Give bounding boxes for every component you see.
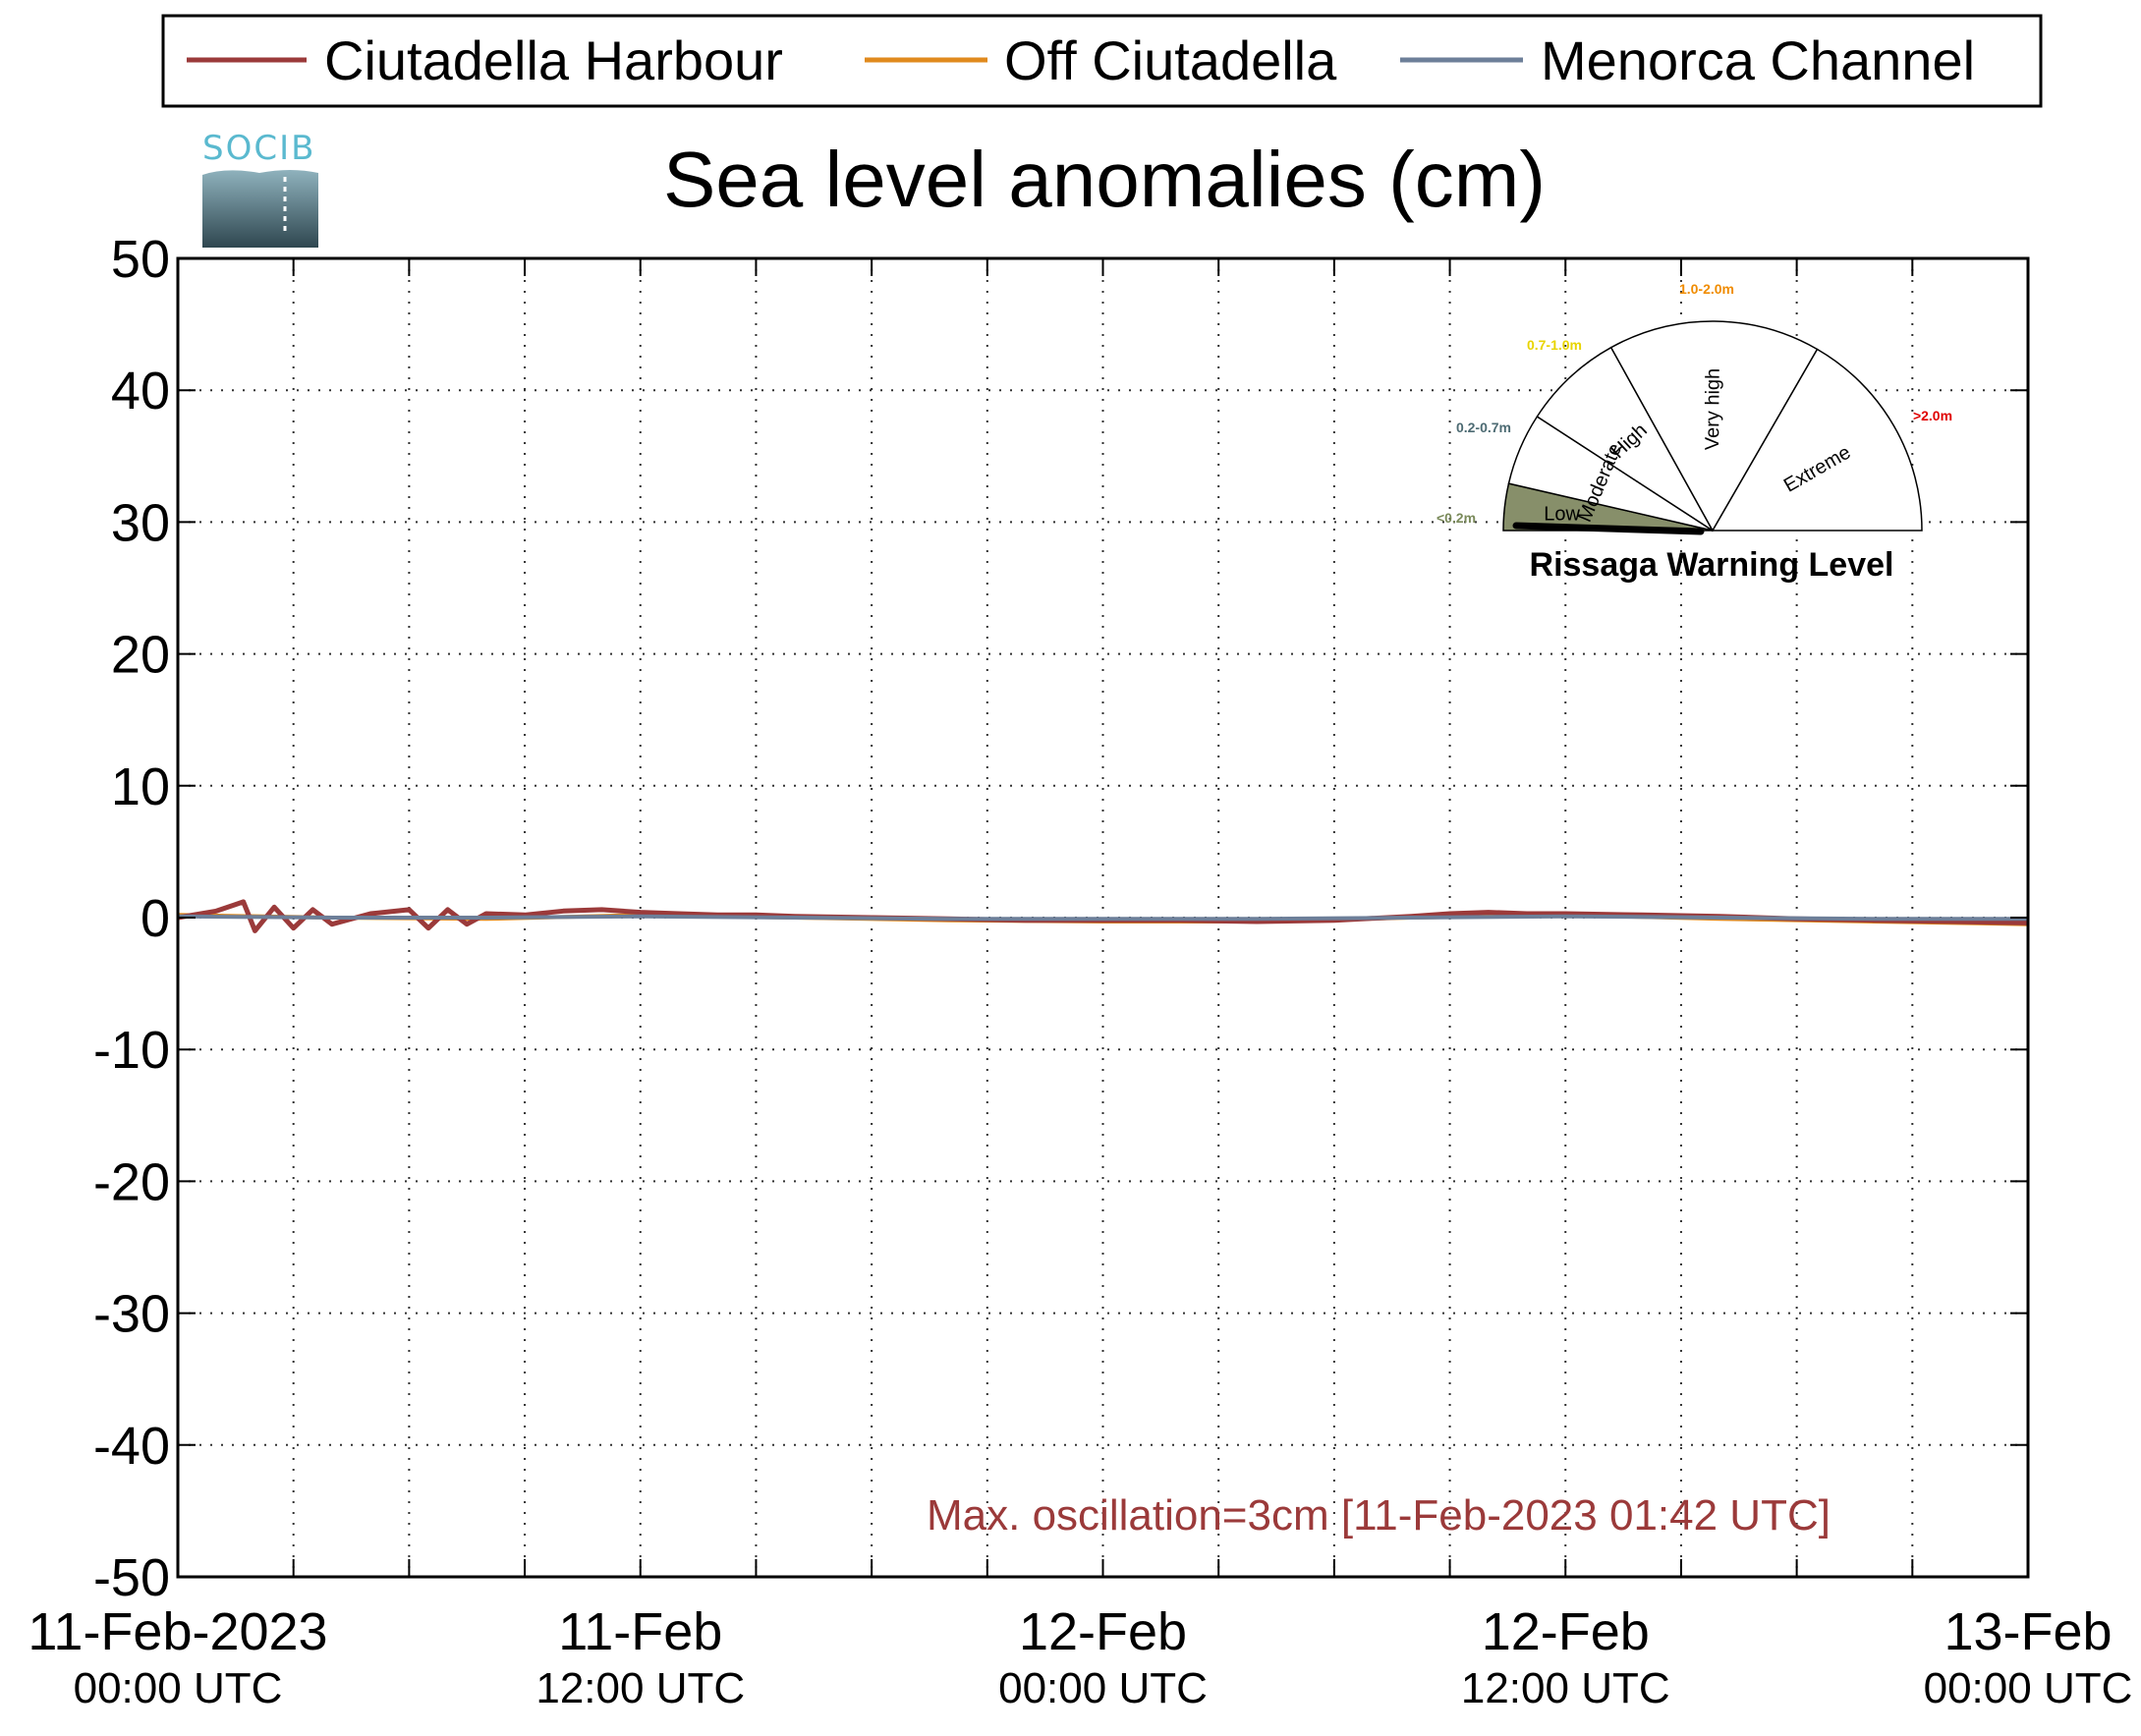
x-tick-date-label: 12-Feb — [1019, 1602, 1187, 1661]
legend: Ciutadella Harbour Off Ciutadella Menorc… — [161, 14, 2043, 108]
gauge-sector-very-high — [1609, 320, 1819, 532]
gauge-label-low: Low — [1544, 503, 1580, 525]
gauge-sector-high — [1536, 346, 1714, 532]
x-tick-time-label: 00:00 UTC — [998, 1664, 1208, 1712]
legend-box — [161, 14, 2043, 108]
y-axis: 50 40 30 20 10 0 -10 -20 -30 -40 -50 — [93, 230, 170, 1607]
y-tick-label: -30 — [93, 1285, 170, 1344]
legend-label-off-ciutadella: Off Ciutadella — [1004, 29, 1337, 91]
series-line-menorca-channel — [177, 914, 2028, 922]
y-tick-label: -20 — [93, 1152, 170, 1211]
y-tick-label: 50 — [111, 230, 170, 289]
x-tick-date-label: 11-Feb — [558, 1602, 722, 1661]
logo-wave-shape — [202, 170, 318, 248]
y-tick-label: -50 — [93, 1548, 170, 1607]
gauge-range-moderate: 0.2-0.7m — [1456, 420, 1511, 435]
socib-logo: SOCIB — [202, 129, 318, 248]
max-oscillation-annotation: Max. oscillation=3cm [11-Feb-2023 01:42 … — [927, 1491, 1831, 1540]
y-tick-label: -40 — [93, 1417, 170, 1476]
gauge-needle — [1512, 522, 1705, 535]
y-tick-label: 30 — [111, 493, 170, 552]
x-tick-date-label: 11-Feb-2023 — [28, 1602, 327, 1661]
y-tick-label: 10 — [111, 757, 170, 816]
x-tick-time-label: 12:00 UTC — [535, 1664, 745, 1712]
legend-label-ciutadella-harbour: Ciutadella Harbour — [324, 29, 783, 91]
gauge-title: Rissaga Warning Level — [1530, 546, 1894, 584]
gauge-label-very-high: Very high — [1702, 368, 1724, 451]
gauge-range-low: <0.2m — [1437, 510, 1476, 526]
y-tick-label: 0 — [141, 889, 170, 948]
y-tick-label: 20 — [111, 626, 170, 685]
rissaga-warning-gauge: Low Moderate High Very high Extreme <0.2… — [1437, 281, 1952, 584]
y-tick-label: -10 — [93, 1021, 170, 1080]
x-tick-time-label: 00:00 UTC — [74, 1664, 283, 1712]
legend-label-menorca-channel: Menorca Channel — [1541, 29, 1975, 91]
x-tick-time-label: 00:00 UTC — [1924, 1664, 2133, 1712]
gauge-range-very-high: 1.0-2.0m — [1679, 281, 1734, 297]
gauge-range-high: 0.7-1.0m — [1527, 337, 1582, 353]
gauge-range-extreme: >2.0m — [1913, 408, 1952, 423]
y-tick-label: 40 — [111, 362, 170, 420]
axis-ticks — [178, 257, 2028, 1578]
chart-title: Sea level anomalies (cm) — [663, 136, 1546, 223]
logo-text: SOCIB — [202, 129, 315, 168]
x-tick-time-label: 12:00 UTC — [1461, 1664, 1670, 1712]
x-tick-date-label: 13-Feb — [1944, 1602, 2112, 1661]
gauge-sector-extreme — [1711, 348, 1923, 532]
series-layer — [177, 899, 2029, 933]
x-tick-date-label: 12-Feb — [1482, 1602, 1650, 1661]
